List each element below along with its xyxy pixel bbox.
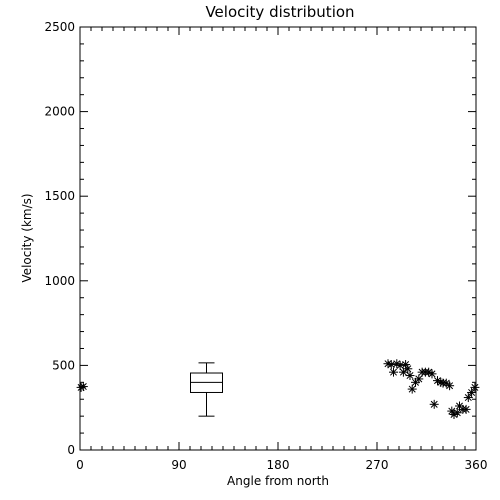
x-tick-label: 90 [171,458,186,472]
data-point [467,387,477,397]
data-point [427,369,437,379]
data-point [463,393,473,403]
data-point [405,371,415,381]
scatter-points [76,359,480,419]
chart-title: Velocity distribution [205,3,354,21]
data-point [445,381,455,391]
data-point [395,360,405,370]
axis-ticks [79,26,477,451]
y-tick-label: 2000 [44,105,75,119]
data-point [470,382,480,392]
axis-tick-labels: 0 90 180 270 360 0 500 1000 1500 2000 2500 [44,20,487,472]
boxplot [190,362,223,417]
data-point [389,367,398,377]
x-tick-label: 0 [76,458,84,472]
x-axis-label: Angle from north [227,474,329,488]
data-point [386,360,396,370]
data-point [452,408,462,418]
data-point [461,404,471,414]
y-tick-label: 1000 [44,274,75,288]
data-point [414,374,424,384]
plot-frame [79,26,477,451]
data-point [429,399,439,409]
x-tick-label: 360 [465,458,488,472]
y-axis-label: Velocity (km/s) [20,193,34,282]
y-tick-label: 0 [67,443,75,457]
y-tick-label: 1500 [44,189,75,203]
x-tick-label: 270 [366,458,389,472]
x-tick-label: 180 [267,458,290,472]
data-point [407,384,417,394]
y-tick-label: 2500 [44,20,75,34]
data-point [78,382,88,392]
y-tick-label: 500 [52,358,75,372]
data-point [403,364,413,374]
